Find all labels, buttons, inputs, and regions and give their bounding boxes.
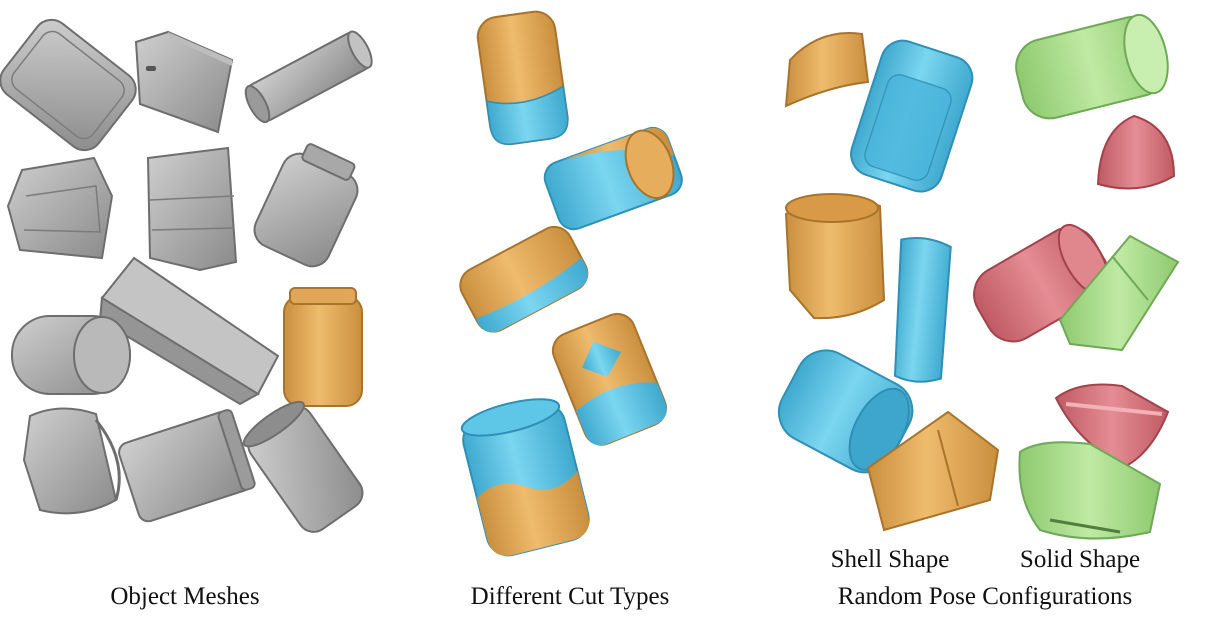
mesh-orange-jar	[283, 287, 363, 407]
mesh-backpack	[22, 407, 121, 515]
mesh-cylinder	[242, 400, 364, 533]
mesh-roll	[244, 30, 373, 124]
mesh-jar	[253, 143, 359, 268]
mesh-flat-box	[134, 30, 234, 134]
cut-cylinder-3	[459, 225, 589, 333]
cut-cylinder-1	[476, 10, 569, 146]
mesh-pencil-case	[11, 315, 131, 395]
random-pose-panel	[777, 13, 1180, 540]
cut-cylinder-4	[551, 312, 667, 446]
solid-red-3	[1054, 383, 1170, 468]
shell-blue-1	[850, 39, 974, 193]
object-meshes-caption: Object Meshes	[110, 583, 260, 610]
mesh-long-box	[98, 256, 280, 406]
shell-blue-2	[893, 237, 952, 383]
cut-cylinder-5	[460, 398, 590, 557]
shell-shape-label: Shell Shape	[830, 546, 950, 573]
shell-orange-1	[784, 32, 870, 108]
solid-green-1	[1015, 13, 1169, 120]
mesh-crumpled-bag	[6, 156, 114, 260]
cut-cylinder-2	[543, 126, 683, 231]
cut-types-caption: Different Cut Types	[470, 583, 670, 610]
mesh-pouch	[0, 18, 137, 152]
random-pose-caption: Random Pose Configurations	[837, 583, 1133, 610]
mesh-wrapped-bag	[146, 146, 238, 272]
shell-orange-2	[784, 193, 886, 320]
mesh-rect-container	[118, 409, 256, 523]
solid-green-2	[1058, 234, 1180, 352]
cut-types-panel	[459, 10, 683, 557]
solid-shape-label: Solid Shape	[1019, 546, 1141, 573]
object-meshes-panel	[0, 18, 373, 533]
shell-orange-3	[866, 410, 1000, 532]
solid-red-1	[1096, 114, 1176, 190]
solid-green-3	[1018, 441, 1162, 540]
